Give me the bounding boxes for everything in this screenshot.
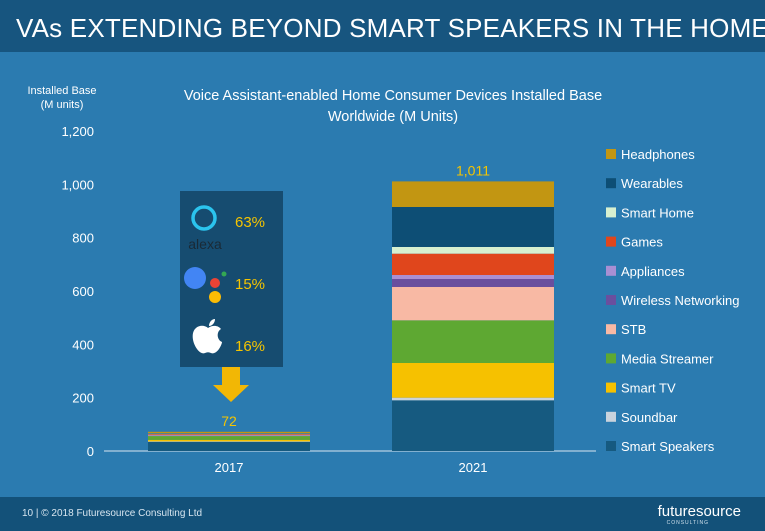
- bar-segment: [392, 400, 554, 451]
- chart-title: Voice Assistant-enabled Home Consumer De…: [184, 88, 602, 125]
- x-tick-label: 2021: [459, 460, 488, 475]
- bar-total-label: 1,011: [456, 162, 490, 178]
- chart-title-line-2: Worldwide (M Units): [328, 109, 458, 125]
- bar-segment: [148, 436, 310, 440]
- assistant-share-callout: alexa 63% 15% 16%: [180, 191, 283, 367]
- bar-segment: [392, 207, 554, 247]
- bar-total-label: 72: [221, 413, 237, 429]
- legend-swatch: [606, 178, 616, 189]
- google-assistant-share: 15%: [235, 276, 265, 293]
- bar-segment: [392, 247, 554, 254]
- bars: [148, 181, 554, 451]
- bar-segment: [148, 435, 310, 437]
- y-tick-label: 0: [87, 444, 94, 459]
- y-tick-label: 800: [72, 231, 94, 246]
- legend-label: Games: [621, 235, 663, 250]
- chart: Voice Assistant-enabled Home Consumer De…: [27, 85, 739, 475]
- apple-share: 16%: [235, 338, 265, 355]
- bar-segment: [392, 279, 554, 287]
- bar-segment: [148, 441, 310, 442]
- bar-segment: [392, 275, 554, 279]
- footer-bar: 10 | © 2018 Futuresource Consulting Ltd …: [0, 497, 765, 531]
- legend-swatch: [606, 295, 616, 305]
- legend-swatch: [606, 236, 616, 247]
- legend-label: Smart Home: [621, 205, 694, 220]
- x-tick-label: 2017: [215, 460, 244, 475]
- google-assistant-dots-icon: [184, 267, 227, 303]
- y-axis-label: Installed Base (M units): [27, 85, 96, 111]
- bar-segment: [148, 433, 310, 435]
- legend-label: Wearables: [621, 176, 683, 191]
- legend-swatch: [606, 324, 616, 335]
- legend-swatch: [606, 411, 616, 422]
- bar-segment: [392, 363, 554, 398]
- legend: Headphones Wearables Smart Home Games Applia…: [606, 147, 739, 454]
- company-logo-subtitle: CONSULTING: [666, 520, 709, 526]
- bar-segment: [392, 253, 554, 275]
- down-arrow-icon: [213, 367, 249, 402]
- alexa-ring-icon: [191, 205, 217, 231]
- y-tick-label: 200: [72, 391, 94, 406]
- apple-icon: [192, 319, 222, 354]
- y-tick-label: 400: [72, 337, 94, 352]
- x-axis-tick-labels: 2017 2021: [215, 460, 488, 475]
- alexa-share: 63%: [235, 214, 265, 231]
- y-axis-label-line-2: (M units): [41, 99, 84, 111]
- bar-segment: [392, 181, 554, 207]
- bar-segment: [148, 441, 310, 451]
- y-axis-label-line-1: Installed Base: [27, 85, 96, 97]
- legend-swatch: [606, 149, 616, 159]
- bar-total-labels: 72 1,011: [221, 162, 490, 428]
- legend-label: STB: [621, 322, 646, 337]
- bar-segment: [148, 434, 310, 435]
- legend-swatch: [606, 441, 616, 451]
- legend-label: Wireless Networking: [621, 293, 739, 308]
- bar-segment: [148, 433, 310, 434]
- bar-segment: [148, 439, 310, 442]
- bar-segment: [392, 320, 554, 363]
- bar-segment: [392, 287, 554, 321]
- legend-label: Headphones: [621, 147, 695, 162]
- y-tick-label: 1,200: [61, 124, 94, 139]
- footer-copyright: 10 | © 2018 Futuresource Consulting Ltd: [22, 508, 203, 519]
- bar-segment: [148, 431, 310, 434]
- company-logo: futuresource: [657, 503, 741, 520]
- legend-swatch: [606, 353, 616, 364]
- bar-segment: [392, 397, 554, 401]
- slide-title: VAs EXTENDING BEYOND SMART SPEAKERS IN T…: [16, 13, 765, 43]
- chart-title-line-1: Voice Assistant-enabled Home Consumer De…: [184, 88, 602, 104]
- title-bar: VAs EXTENDING BEYOND SMART SPEAKERS IN T…: [0, 0, 765, 52]
- legend-label: Smart Speakers: [621, 439, 715, 454]
- y-axis-ticks: 0 200 400 600 800 1,000 1,200: [61, 124, 94, 459]
- bar-segment: [148, 435, 310, 436]
- bar-segment: [148, 435, 310, 436]
- legend-swatch: [606, 207, 616, 218]
- legend-swatch: [606, 265, 616, 276]
- y-tick-label: 1,000: [61, 177, 94, 192]
- legend-label: Soundbar: [621, 410, 678, 425]
- legend-label: Appliances: [621, 264, 685, 279]
- alexa-wordmark: alexa: [188, 236, 222, 252]
- legend-swatch: [606, 382, 616, 393]
- y-tick-label: 600: [72, 284, 94, 299]
- legend-label: Media Streamer: [621, 351, 714, 366]
- legend-label: Smart TV: [621, 381, 676, 396]
